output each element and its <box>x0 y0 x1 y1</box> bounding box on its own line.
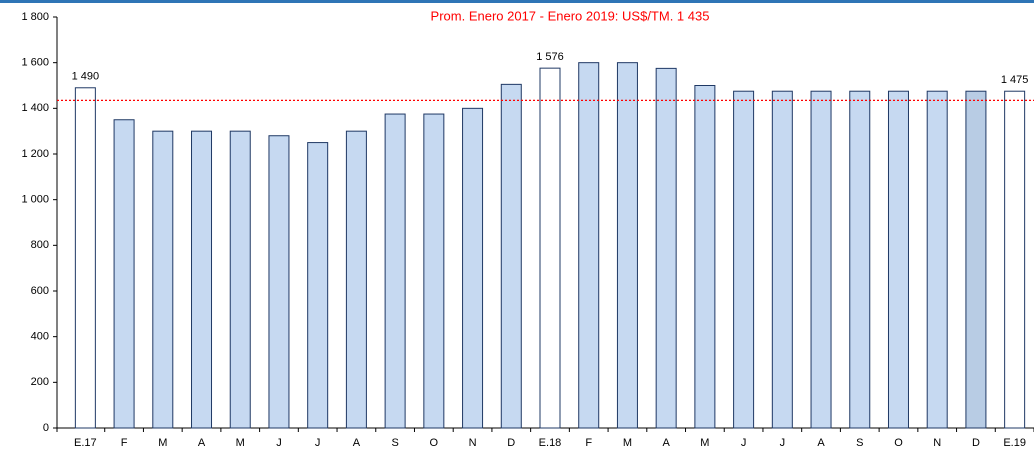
x-tick-label: M <box>158 437 167 449</box>
bar <box>74 87 96 429</box>
y-tick-label: 200 <box>31 376 49 388</box>
x-tick-label: S <box>391 437 398 449</box>
bar <box>539 67 561 429</box>
bar <box>152 130 174 429</box>
bar <box>268 135 290 429</box>
x-tick-label: A <box>198 437 206 449</box>
bar <box>694 85 716 429</box>
x-tick-label: F <box>121 437 128 449</box>
x-tick-label: M <box>700 437 709 449</box>
value-label: 1 576 <box>536 51 564 63</box>
bar <box>926 90 948 429</box>
bar <box>500 83 522 429</box>
bar <box>345 130 367 429</box>
bar <box>771 90 793 429</box>
value-label: 1 475 <box>1001 74 1029 86</box>
x-tick-label: N <box>933 437 941 449</box>
y-tick-label: 1 800 <box>21 11 49 23</box>
y-tick-label: 1 600 <box>21 57 49 69</box>
y-tick-label: 400 <box>31 331 49 343</box>
y-tick-label: 1 200 <box>21 148 49 160</box>
bar <box>191 130 213 429</box>
x-tick-label: E.19 <box>1003 437 1026 449</box>
bar <box>616 62 638 429</box>
x-tick-label: A <box>353 437 361 449</box>
bar <box>113 119 135 429</box>
x-tick-label: D <box>972 437 980 449</box>
x-tick-label: S <box>856 437 863 449</box>
x-tick-label: E.17 <box>74 437 97 449</box>
y-tick-label: 0 <box>43 422 49 434</box>
x-tick-label: A <box>817 437 825 449</box>
x-tick-label: J <box>741 437 747 449</box>
x-tick-label: A <box>662 437 670 449</box>
bar <box>578 62 600 429</box>
bar <box>1004 90 1026 429</box>
bar <box>849 90 871 429</box>
y-tick-label: 600 <box>31 285 49 297</box>
bar <box>733 90 755 429</box>
bar <box>810 90 832 429</box>
value-label: 1 490 <box>72 71 100 83</box>
y-tick-label: 1 000 <box>21 194 49 206</box>
x-tick-label: D <box>507 437 515 449</box>
y-tick-label: 1 400 <box>21 102 49 114</box>
bar <box>965 90 987 429</box>
bar <box>887 90 909 429</box>
bar <box>229 130 251 429</box>
chart-title: Prom. Enero 2017 - Enero 2019: US$/TM. 1… <box>431 8 710 23</box>
x-tick-label: J <box>780 437 786 449</box>
x-tick-label: O <box>430 437 439 449</box>
x-tick-label: J <box>276 437 282 449</box>
bar <box>384 113 406 429</box>
x-tick-label: J <box>315 437 321 449</box>
x-tick-label: M <box>236 437 245 449</box>
bar <box>307 142 329 429</box>
x-tick-label: O <box>894 437 903 449</box>
header-border <box>0 0 1034 3</box>
bar <box>655 67 677 429</box>
bar <box>423 113 445 429</box>
x-tick-label: F <box>585 437 592 449</box>
x-tick-label: E.18 <box>539 437 562 449</box>
bar <box>462 107 484 429</box>
y-tick-label: 800 <box>31 239 49 251</box>
x-tick-label: M <box>623 437 632 449</box>
x-tick-label: N <box>469 437 477 449</box>
